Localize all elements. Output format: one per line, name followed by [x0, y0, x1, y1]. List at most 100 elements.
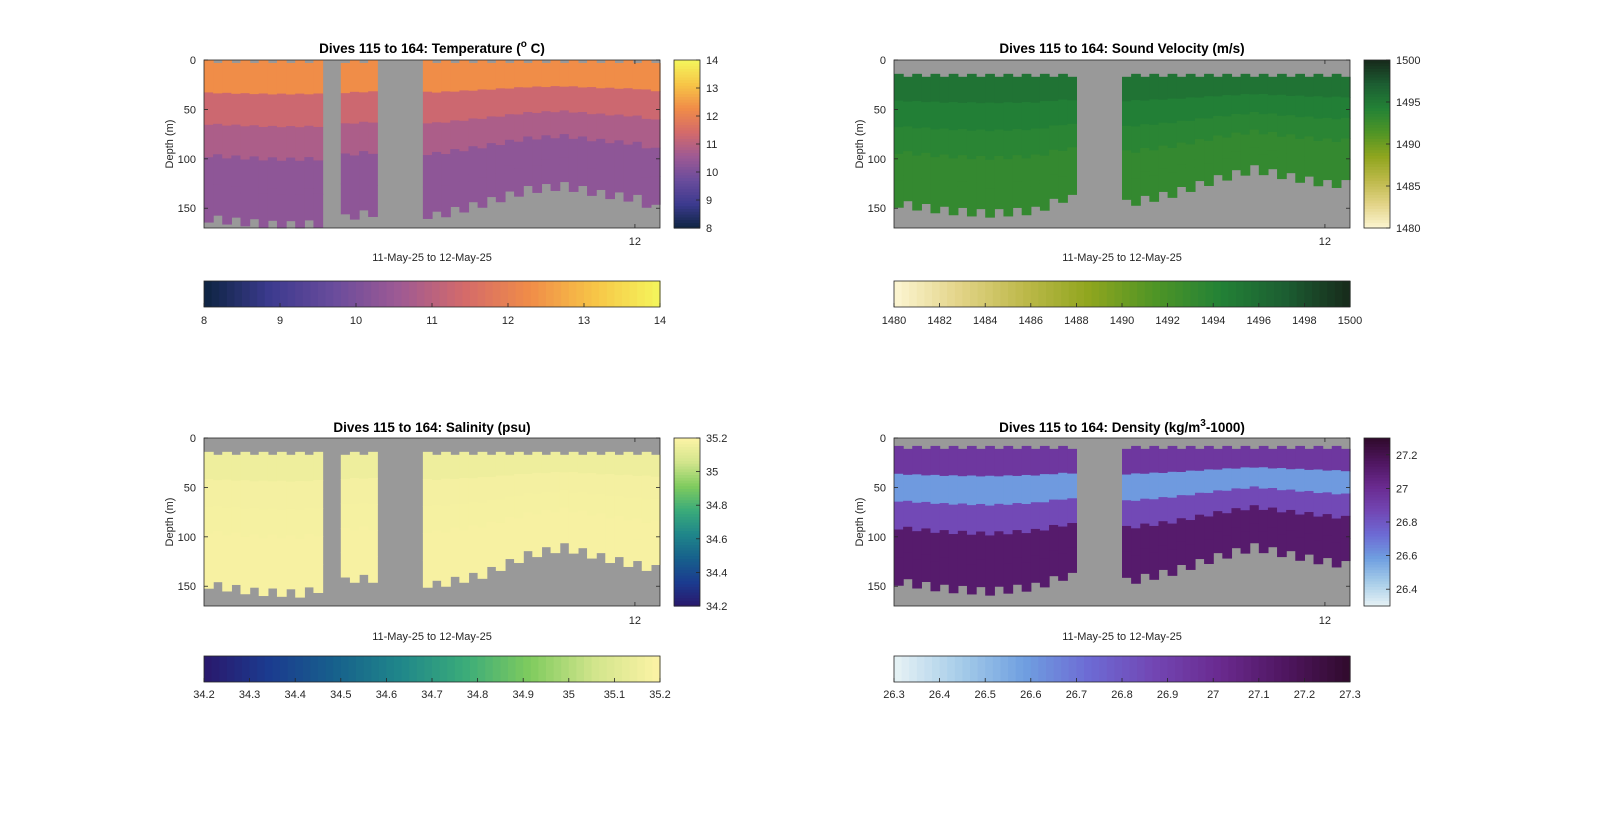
data-cell — [1021, 102, 1032, 131]
axes-box — [893, 59, 1351, 229]
data-cell — [903, 126, 913, 152]
data-cell — [614, 166, 625, 193]
data-cell — [1021, 186, 1032, 216]
colorbar-segment — [1137, 281, 1146, 307]
data-cell — [1295, 445, 1305, 470]
data-cell — [204, 479, 214, 507]
axes-box — [203, 437, 661, 607]
data-cell — [1340, 138, 1351, 160]
data-cell — [276, 509, 287, 540]
data-cell — [1140, 523, 1150, 549]
data-cell — [948, 504, 959, 535]
data-cell — [568, 86, 579, 114]
y-tick-label: 100 — [178, 154, 196, 166]
colorbar-segment — [1182, 656, 1191, 682]
data-cell — [1222, 468, 1233, 492]
data-cell — [605, 143, 615, 172]
colorbar-segment — [674, 155, 700, 159]
colorbar-segment — [674, 508, 700, 512]
colorbar-segment — [674, 135, 700, 139]
data-cell — [213, 556, 223, 583]
colorbar-tick-label: 34.5 — [330, 689, 351, 701]
data-cell — [450, 527, 460, 553]
data-cell — [523, 531, 533, 552]
data-cell — [966, 102, 977, 132]
data-cell — [994, 448, 1005, 477]
data-cell — [1249, 76, 1260, 95]
colorbar-segment — [674, 457, 700, 461]
colorbar-segment — [674, 468, 700, 473]
colorbar-segment — [970, 656, 979, 682]
data-cell — [1058, 176, 1068, 203]
colorbar-segment — [1364, 135, 1390, 139]
data-cell — [368, 60, 378, 92]
data-cell — [486, 89, 497, 117]
data-cell — [459, 151, 470, 183]
colorbar-segment — [674, 589, 700, 593]
data-cell — [1277, 115, 1287, 138]
data-cell — [966, 475, 977, 506]
data-cell — [550, 60, 561, 87]
data-cell — [1286, 95, 1296, 116]
data-cell — [1167, 445, 1178, 473]
data-cell — [1149, 525, 1160, 554]
colorbar-segment — [1342, 281, 1351, 307]
data-cell — [477, 148, 488, 179]
x-tick-label: 12 — [1319, 236, 1331, 248]
colorbar-segment — [1213, 656, 1222, 682]
colorbar-segment — [674, 188, 700, 193]
colorbar-segment — [363, 656, 372, 682]
data-cell — [1003, 102, 1014, 132]
data-cell — [930, 157, 941, 186]
data-cell — [441, 505, 451, 533]
data-cell — [368, 91, 378, 124]
colorbar-segment — [674, 127, 700, 131]
data-cell — [304, 534, 315, 561]
data-cell — [1249, 467, 1260, 487]
colorbar-segment — [568, 656, 577, 682]
colorbar-segment — [1364, 155, 1390, 159]
colorbar-segment — [272, 281, 281, 307]
colorbar-segment — [356, 656, 365, 682]
y-tick-label: 0 — [880, 55, 886, 67]
y-tick-label: 100 — [868, 154, 886, 166]
data-cell — [623, 144, 634, 174]
horizontal-colorbar: 8 9 10 11 12 13 14 — [201, 280, 666, 327]
colorbar-segment — [1364, 603, 1390, 607]
colorbar-segment — [1364, 575, 1390, 579]
data-cell — [231, 93, 242, 126]
data-cell — [1021, 445, 1032, 476]
colorbar-segment — [1364, 225, 1390, 229]
colorbar-segment — [674, 443, 700, 447]
data-cell — [276, 567, 287, 597]
data-cell — [921, 448, 932, 476]
data-cell — [1167, 123, 1178, 149]
data-cell — [495, 475, 506, 500]
data-cell — [523, 473, 533, 494]
data-cell — [1204, 516, 1214, 541]
data-cell — [286, 481, 296, 509]
colorbar-segment — [674, 68, 700, 72]
data-cell — [514, 168, 524, 197]
data-cell — [966, 564, 977, 595]
data-cell — [1204, 163, 1214, 186]
colorbar-segment — [674, 550, 700, 554]
data-cell — [495, 60, 506, 89]
colorbar-segment — [1319, 656, 1328, 682]
data-cell — [1067, 448, 1077, 475]
data-cell — [1039, 128, 1050, 157]
data-cell — [1267, 150, 1278, 170]
data-cell — [1021, 73, 1032, 103]
data-cell — [1185, 544, 1196, 570]
data-cell — [577, 454, 588, 474]
colorbar-segment — [947, 281, 956, 307]
data-cell — [912, 474, 922, 504]
data-cell — [930, 561, 941, 592]
data-cell — [231, 155, 242, 187]
data-cell — [1194, 118, 1205, 140]
chart-title: Dives 115 to 164: Salinity (psu) — [333, 420, 530, 435]
data-cell — [1313, 540, 1324, 565]
colorbar-segment — [962, 281, 971, 307]
colorbar-segment — [226, 656, 235, 682]
